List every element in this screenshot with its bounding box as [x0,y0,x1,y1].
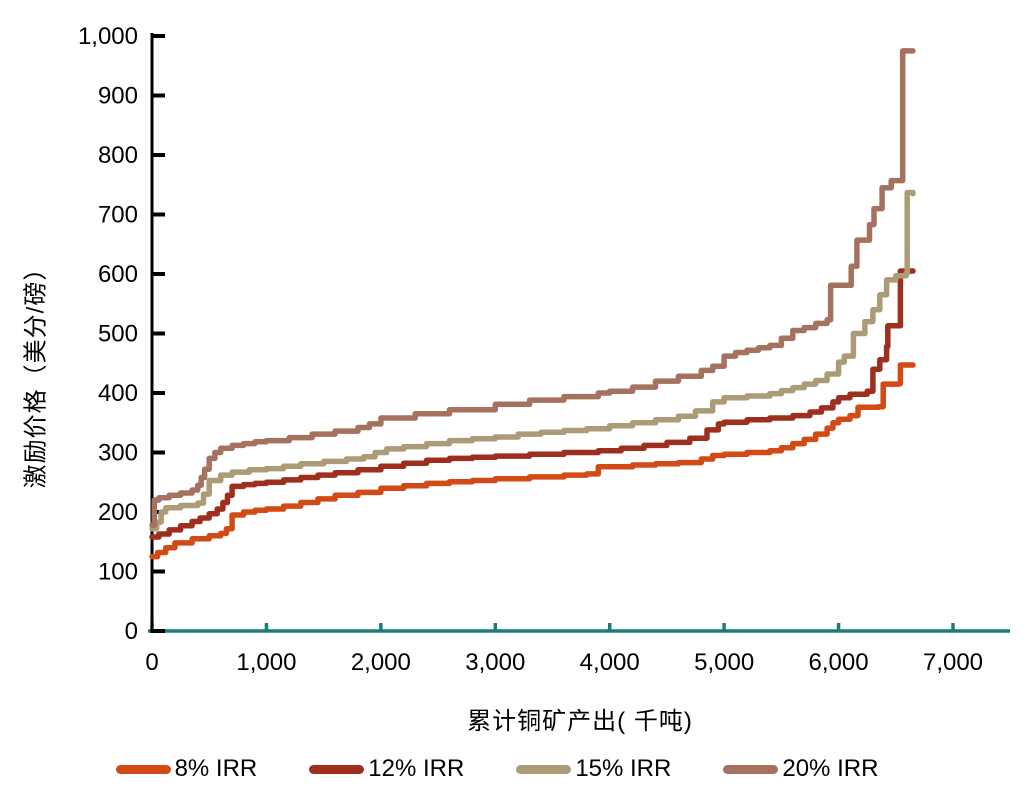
series-line-8-irr [149,362,916,560]
legend-item-8-irr: 8% IRR [115,755,258,783]
x-tick-label: 6,000 [809,649,869,676]
legend-swatch [723,764,779,774]
x-tick-label: 0 [145,649,158,676]
x-tick-label: 4,000 [580,649,640,676]
y-axis-title: 激励价格（美分/磅） [22,255,50,489]
y-tick-label: 1,000 [78,23,138,50]
legend-item-15-irr: 15% IRR [516,755,671,783]
legend-swatch [516,764,572,774]
legend-swatch [115,764,171,774]
series-line-20-irr [149,48,916,528]
legend-label: 15% IRR [575,755,672,782]
y-tick-label: 500 [98,321,138,348]
x-tick-label: 7,000 [923,649,983,676]
x-tick-label: 5,000 [694,649,754,676]
y-tick-label: 200 [98,499,138,526]
legend-item-12-irr: 12% IRR [309,755,464,783]
x-tick-label: 2,000 [351,649,411,676]
legend-swatch [309,764,365,774]
y-tick-label: 400 [98,380,138,407]
series-line-12-irr [149,268,916,540]
x-tick-label: 3,000 [465,649,525,676]
y-tick-label: 600 [98,261,138,288]
legend: 8% IRR 12% IRR 15% IRR 20% IRR [0,755,1014,783]
legend-label: 8% IRR [174,755,258,782]
series-line-15-irr [149,189,916,532]
x-tick-label: 1,000 [236,649,296,676]
y-tick-label: 100 [98,559,138,586]
legend-label: 20% IRR [782,755,879,782]
y-tick-label: 800 [98,142,138,169]
y-tick-label: 300 [98,440,138,467]
y-tick-label: 0 [125,618,138,645]
legend-label: 12% IRR [368,755,465,782]
y-tick-label: 900 [98,83,138,110]
y-tick-label: 700 [98,202,138,229]
x-axis-title: 累计铜矿产出( 千吨) [467,708,693,735]
legend-item-20-irr: 20% IRR [723,755,878,783]
